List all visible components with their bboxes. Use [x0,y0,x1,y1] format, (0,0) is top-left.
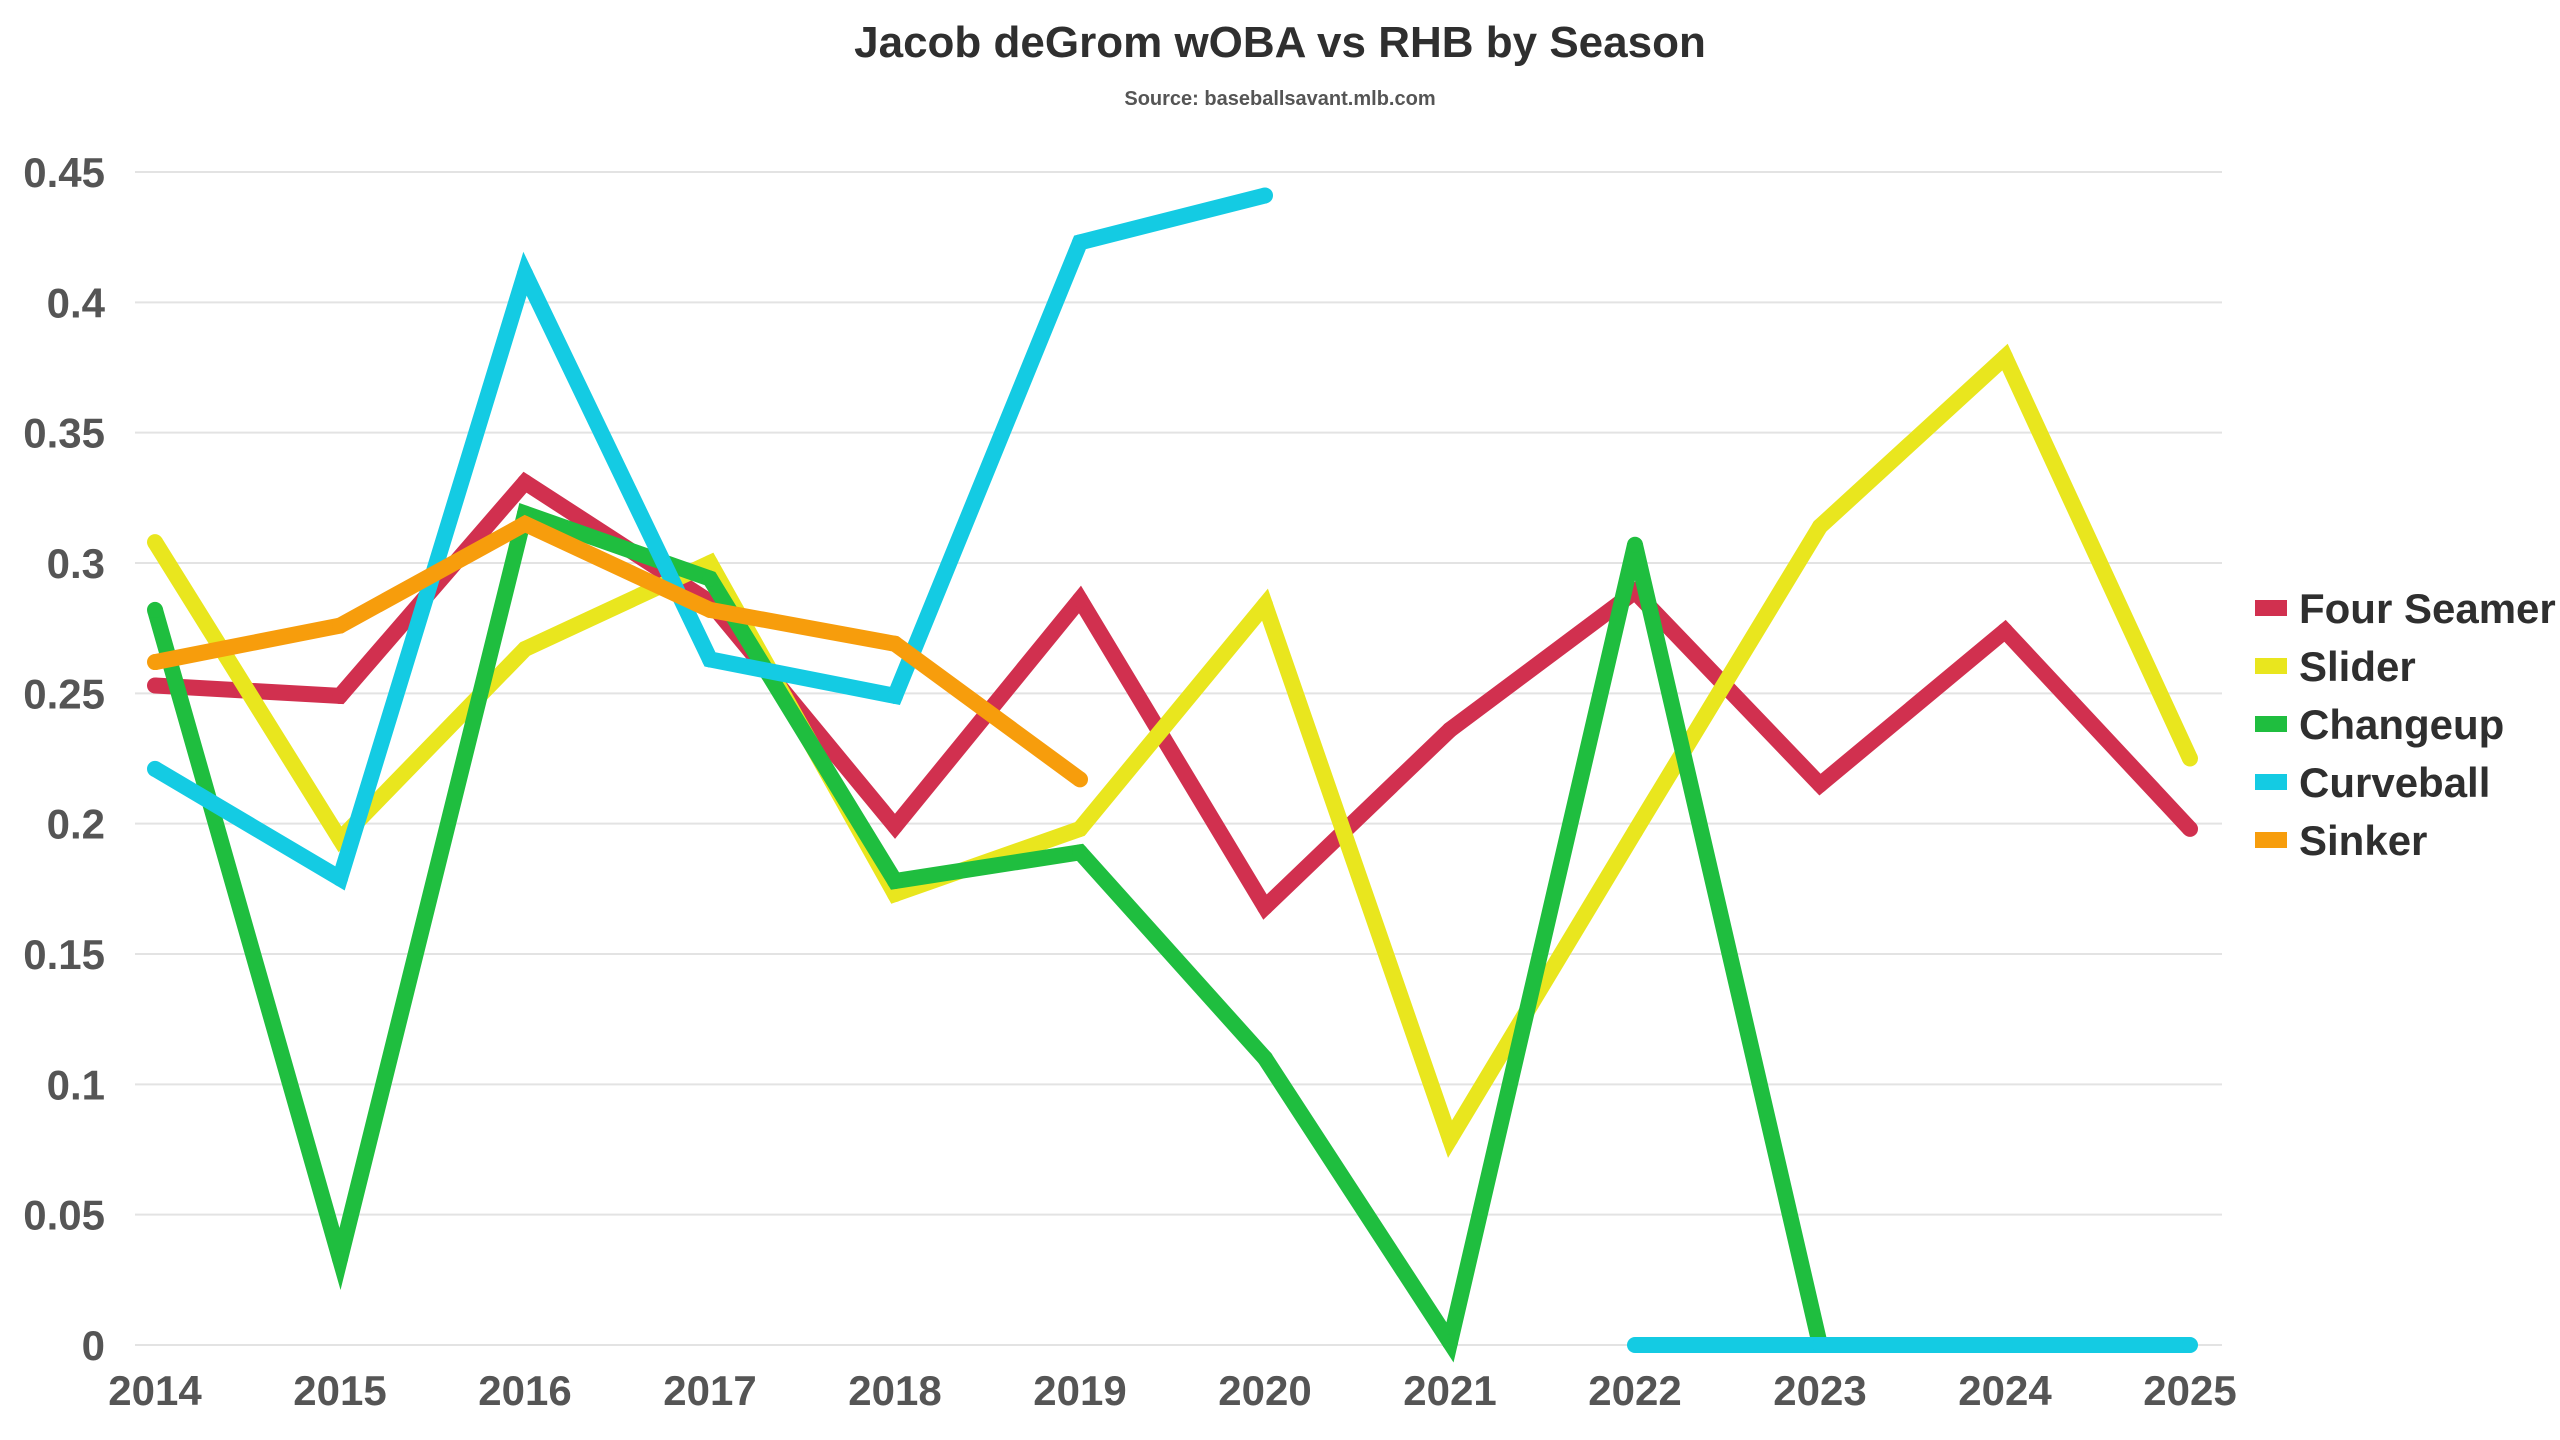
data-point-slider [1257,596,1273,613]
legend-label: Four Seamer [2299,585,2556,632]
series-line-four-seamer [154,471,2196,920]
data-point-changeup [1442,1334,1458,1351]
x-tick-label: 2017 [663,1367,756,1414]
data-point-curveball [1072,234,1088,251]
y-tick-label: 0.2 [47,801,105,848]
data-point-curveball [332,870,348,887]
legend-label: Changeup [2299,701,2504,748]
data-point-sinker [1072,771,1088,788]
data-point-slider [1812,518,1828,535]
legend-item-sinker: Sinker [2255,817,2427,864]
y-tick-label: 0.35 [23,410,105,457]
legend-swatch [2255,600,2287,616]
series-line-changeup [147,503,1828,1363]
x-tick-label: 2022 [1588,1367,1681,1414]
y-tick-label: 0.15 [23,931,105,978]
data-point-slider [1072,820,1088,837]
data-point-curveball [1627,1337,1643,1353]
data-point-four-seamer [2182,820,2198,837]
data-point-slider [702,555,718,571]
data-point-curveball [2182,1337,2198,1353]
data-point-curveball [1997,1337,2013,1353]
data-point-changeup [147,601,163,618]
data-point-changeup [1257,1050,1273,1067]
data-point-slider [1627,823,1643,840]
data-point-four-seamer [1257,899,1273,916]
legend-swatch [2255,716,2287,732]
series-line-curveball [150,187,1267,891]
x-tick-label: 2021 [1403,1367,1496,1414]
data-point-changeup [702,570,718,587]
data-point-four-seamer [517,474,533,491]
data-point-four-seamer [1997,622,2013,639]
data-point-four-seamer [1812,776,1828,793]
data-point-changeup [1627,536,1643,553]
data-point-curveball [887,687,903,704]
series-line-slider [148,343,2198,1158]
data-point-four-seamer [332,687,348,704]
x-tick-label: 2014 [108,1367,202,1414]
data-point-curveball [1257,187,1273,204]
data-point-changeup [1072,844,1088,861]
data-point-curveball [517,265,533,282]
y-tick-label: 0.1 [47,1061,105,1108]
series-four-seamer [147,471,2198,920]
legend-item-curveball: Curveball [2255,759,2490,806]
data-point-sinker [332,617,348,634]
data-point-curveball [147,760,163,777]
x-tick-label: 2019 [1033,1367,1126,1414]
legend: Four Seamer Slider Changeup Curveball Sinker [2255,585,2556,864]
y-axis-ticks: 0 0.05 0.1 0.15 0.2 0.25 0.3 0.35 0.4 0.45 [23,149,105,1369]
data-point-sinker [887,635,903,652]
x-tick-label: 2016 [478,1367,571,1414]
x-tick-label: 2025 [2143,1367,2236,1414]
y-tick-label: 0.3 [47,540,105,587]
x-tick-label: 2020 [1218,1367,1311,1414]
data-point-four-seamer [147,677,163,694]
legend-label: Curveball [2299,759,2490,806]
x-tick-label: 2024 [1958,1367,2052,1414]
data-point-curveball [1812,1337,1828,1353]
data-point-changeup [887,873,903,890]
data-point-sinker [517,515,533,532]
legend-label: Sinker [2299,817,2427,864]
data-point-slider [147,534,163,551]
y-tick-label: 0.4 [47,279,106,326]
legend-item-changeup: Changeup [2255,701,2504,748]
legend-swatch [2255,658,2287,674]
data-point-changeup [332,1250,348,1267]
x-axis-ticks: 2014 2015 2016 2017 2018 2019 2020 2021 2022 2023… [108,1367,2236,1414]
legend-item-four-seamer: Four Seamer [2255,585,2556,632]
chart-title: Jacob deGrom wOBA vs RHB by Season [854,18,1706,67]
data-point-slider [887,886,903,903]
series-lines [147,187,2198,1363]
x-tick-label: 2015 [293,1367,386,1414]
legend-item-slider: Slider [2255,643,2416,690]
series-sinker [147,514,1088,788]
data-point-four-seamer [1072,591,1088,608]
y-tick-label: 0.05 [23,1192,105,1239]
data-point-four-seamer [887,818,903,835]
chart-subtitle: Source: baseballsavant.mlb.com [1124,88,1435,110]
legend-label: Slider [2299,643,2416,690]
data-point-slider [2182,750,2198,767]
data-point-four-seamer [1442,721,1458,738]
y-tick-label: 0.25 [23,670,105,717]
data-point-slider [1442,1131,1458,1148]
data-point-sinker [147,654,163,671]
data-point-curveball [702,651,718,668]
legend-swatch [2255,832,2287,848]
legend-swatch [2255,774,2287,790]
x-tick-label: 2023 [1773,1367,1866,1414]
data-point-sinker [702,601,718,618]
y-tick-label: 0 [82,1322,105,1369]
data-point-slider [517,641,533,658]
series-curveball [147,187,2198,1353]
data-point-slider [1997,349,2013,366]
series-line-sinker [153,514,1085,786]
x-tick-label: 2018 [848,1367,941,1414]
y-tick-label: 0.45 [23,149,105,196]
